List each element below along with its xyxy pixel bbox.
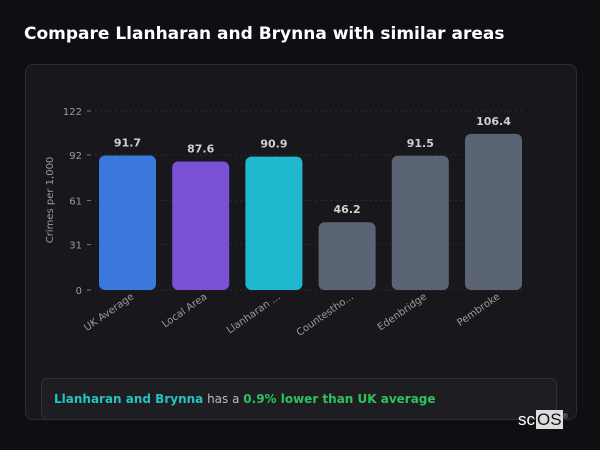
y-tick-label: 31 — [69, 241, 82, 252]
x-tick-label: Pembroke — [455, 291, 502, 328]
y-tick-label: 92 — [69, 151, 82, 162]
insight-connector: has a — [203, 392, 244, 406]
x-tick-label: Countestho... — [295, 291, 356, 338]
bar-3 — [318, 222, 376, 290]
insight-comparison: 0.9% lower than UK average — [243, 392, 436, 406]
y-axis-label: Crimes per 1,000 — [45, 157, 56, 244]
x-tick-label: Local Area — [160, 291, 209, 330]
page-title: Compare Llanharan and Brynna with simila… — [24, 24, 505, 44]
bar-2 — [245, 156, 303, 290]
data-label: 106.4 — [476, 115, 511, 128]
y-tick-label: 61 — [69, 197, 82, 208]
data-label: 90.9 — [260, 138, 287, 151]
x-tick-label: UK Average — [82, 291, 136, 333]
x-tick-label: Llanharan ... — [225, 291, 283, 336]
bar-0 — [99, 155, 156, 290]
insight-box: Llanharan and Brynna has a 0.9% lower th… — [41, 378, 557, 420]
y-tick-label: 0 — [76, 286, 82, 297]
data-label: 91.7 — [114, 136, 141, 149]
bar-1 — [172, 161, 230, 290]
data-label: 46.2 — [334, 203, 361, 216]
bar-4 — [391, 155, 449, 290]
y-tick-label: 122 — [63, 107, 82, 118]
data-label: 87.6 — [187, 142, 214, 155]
scos-logo: sc OS® — [518, 410, 568, 429]
bar-5 — [465, 133, 522, 290]
x-tick-label: Edenbridge — [376, 291, 429, 333]
insight-area: Llanharan and Brynna — [54, 392, 204, 406]
data-label: 91.5 — [407, 137, 434, 150]
